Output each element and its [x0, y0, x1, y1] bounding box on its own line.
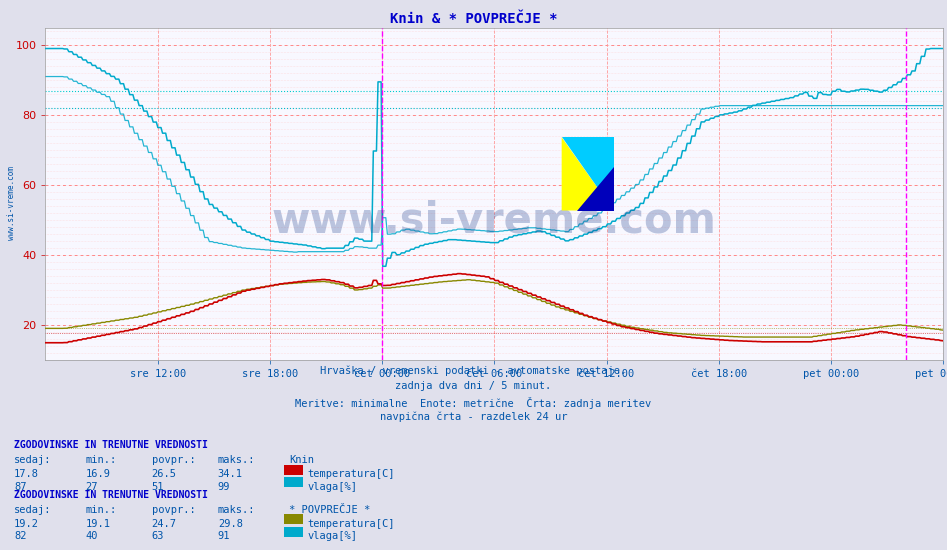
- Text: 29.8: 29.8: [218, 519, 242, 529]
- Text: povpr.:: povpr.:: [152, 455, 195, 465]
- Text: Hrvaška / vremenski podatki - avtomatske postaje.: Hrvaška / vremenski podatki - avtomatske…: [320, 366, 627, 376]
- Text: 26.5: 26.5: [152, 469, 176, 479]
- Text: ZGODOVINSKE IN TRENUTNE VREDNOSTI: ZGODOVINSKE IN TRENUTNE VREDNOSTI: [14, 440, 208, 450]
- Text: 24.7: 24.7: [152, 519, 176, 529]
- Polygon shape: [562, 138, 614, 211]
- Text: 19.1: 19.1: [85, 519, 110, 529]
- Text: maks.:: maks.:: [218, 505, 256, 515]
- Text: 40: 40: [85, 531, 98, 541]
- Text: temperatura[C]: temperatura[C]: [308, 469, 395, 479]
- Text: 99: 99: [218, 482, 230, 492]
- Text: ZGODOVINSKE IN TRENUTNE VREDNOSTI: ZGODOVINSKE IN TRENUTNE VREDNOSTI: [14, 490, 208, 499]
- Text: sedaj:: sedaj:: [14, 505, 52, 515]
- Text: www.si-vreme.com: www.si-vreme.com: [272, 200, 717, 241]
- Text: 87: 87: [14, 482, 27, 492]
- Text: vlaga[%]: vlaga[%]: [308, 531, 358, 541]
- Text: 34.1: 34.1: [218, 469, 242, 479]
- Text: www.si-vreme.com: www.si-vreme.com: [7, 167, 16, 240]
- Text: Meritve: minimalne  Enote: metrične  Črta: zadnja meritev: Meritve: minimalne Enote: metrične Črta:…: [295, 397, 652, 409]
- Text: 27: 27: [85, 482, 98, 492]
- Text: 51: 51: [152, 482, 164, 492]
- Polygon shape: [562, 138, 614, 211]
- Text: 63: 63: [152, 531, 164, 541]
- Text: temperatura[C]: temperatura[C]: [308, 519, 395, 529]
- Text: sedaj:: sedaj:: [14, 455, 52, 465]
- Text: 19.2: 19.2: [14, 519, 39, 529]
- Text: Knin: Knin: [289, 455, 313, 465]
- Text: 82: 82: [14, 531, 27, 541]
- Text: 16.9: 16.9: [85, 469, 110, 479]
- Text: zadnja dva dni / 5 minut.: zadnja dva dni / 5 minut.: [396, 381, 551, 391]
- Text: povpr.:: povpr.:: [152, 505, 195, 515]
- Text: min.:: min.:: [85, 505, 116, 515]
- Text: maks.:: maks.:: [218, 455, 256, 465]
- Text: * POVPREČJE *: * POVPREČJE *: [289, 505, 370, 515]
- Text: 91: 91: [218, 531, 230, 541]
- Text: Knin & * POVPREČJE *: Knin & * POVPREČJE *: [390, 12, 557, 26]
- Polygon shape: [578, 167, 614, 211]
- Text: min.:: min.:: [85, 455, 116, 465]
- Text: navpična črta - razdelek 24 ur: navpična črta - razdelek 24 ur: [380, 412, 567, 422]
- Text: 17.8: 17.8: [14, 469, 39, 479]
- Text: vlaga[%]: vlaga[%]: [308, 482, 358, 492]
